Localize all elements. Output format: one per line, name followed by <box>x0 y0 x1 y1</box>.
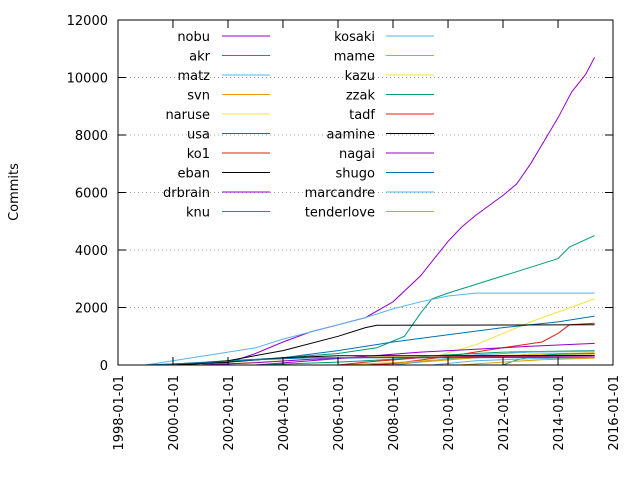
series-line-akr <box>156 235 595 366</box>
legend-label-usa: usa <box>187 128 210 143</box>
x-tick-label: 2008-01-01 <box>387 375 402 451</box>
y-tick-label: 10000 <box>67 72 108 87</box>
legend-label-matz: matz <box>177 69 210 84</box>
series-line-nobu <box>200 57 596 366</box>
legend-label-kazu: kazu <box>345 69 375 84</box>
series-line-shugo <box>145 357 595 366</box>
legend-label-naruse: naruse <box>165 108 210 123</box>
y-tick-label: 2000 <box>75 302 108 317</box>
legend-label-svn: svn <box>187 89 210 104</box>
legend-label-ko1: ko1 <box>187 147 210 162</box>
x-tick-label: 2000-01-01 <box>167 375 182 451</box>
legend-label-tadf: tadf <box>349 108 375 123</box>
x-tick-label: 2010-01-01 <box>442 375 457 451</box>
legend-label-eban: eban <box>178 167 210 182</box>
x-tick-label: 2006-01-01 <box>332 375 347 451</box>
legend-label-knu: knu <box>186 206 210 221</box>
legend-label-nobu: nobu <box>177 30 210 45</box>
x-tick-label: 2016-01-01 <box>607 375 622 451</box>
legend-label-tenderlove: tenderlove <box>305 206 375 221</box>
y-tick-label: 12000 <box>67 14 108 29</box>
x-tick-label: 2014-01-01 <box>552 375 567 451</box>
legend-label-kosaki: kosaki <box>334 30 375 45</box>
plot-lines <box>118 57 596 366</box>
legend-label-aamine: aamine <box>327 128 375 143</box>
legend-label-nagai: nagai <box>339 147 375 162</box>
y-tick-label: 0 <box>100 359 108 374</box>
legend-label-shugo: shugo <box>336 167 376 182</box>
y-tick-label: 4000 <box>75 244 108 259</box>
series-line-kosaki <box>392 350 595 366</box>
series-line-drbrain <box>255 342 595 366</box>
legend-label-mame: mame <box>334 50 375 65</box>
legend-label-zzak: zzak <box>346 89 376 104</box>
legend-label-akr: akr <box>189 50 210 65</box>
x-tick-label: 2004-01-01 <box>277 375 292 451</box>
x-tick-label: 2002-01-01 <box>222 375 237 451</box>
legend: nobu akr matz svn naruse usa ko1 eban drbrain knu… <box>163 30 434 221</box>
x-tick-label: 2012-01-01 <box>497 375 512 451</box>
y-tick-label: 6000 <box>75 187 108 202</box>
gridlines <box>118 77 613 308</box>
legend-label-drbrain: drbrain <box>163 186 210 201</box>
y-tick-label: 8000 <box>75 129 108 144</box>
legend-label-marcandre: marcandre <box>305 186 375 201</box>
axis-ticks: 0 2000 4000 6000 8000 10000 12000 1998-01-01 200… <box>67 14 622 451</box>
x-tick-label: 1998-01-01 <box>112 375 127 451</box>
series-line-tenderlove <box>459 357 595 366</box>
y-axis-label: Commits <box>7 163 22 221</box>
